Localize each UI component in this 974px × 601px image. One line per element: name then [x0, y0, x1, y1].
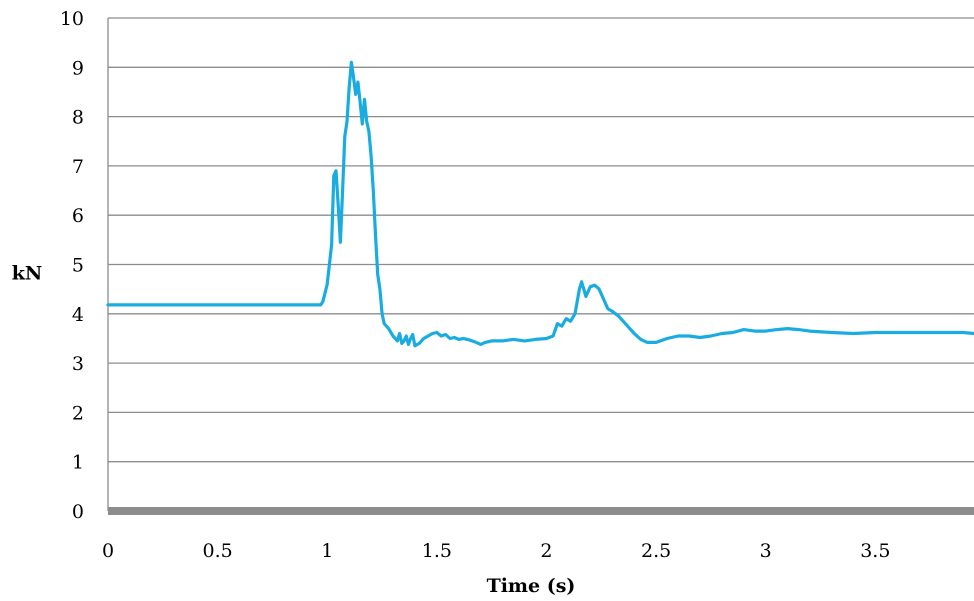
series-line-0	[106, 60, 974, 348]
y-tick-label: 2	[72, 402, 84, 424]
x-axis-ticks: 0 0.5 1 1.5 2 2.5 3 3.5	[102, 540, 890, 562]
y-tick-label: 8	[72, 107, 84, 129]
x-axis-title: Time (s)	[487, 575, 576, 597]
y-tick-label: 10	[60, 8, 84, 30]
x-tick-label: 2.5	[641, 540, 671, 562]
gridlines	[108, 17, 974, 463]
y-tick-label: 4	[72, 304, 84, 326]
x-tick-label: 0.5	[203, 540, 233, 562]
x-tick-label: 3	[760, 540, 772, 562]
y-tick-label: 7	[72, 156, 84, 178]
y-tick-label: 3	[72, 353, 84, 375]
y-tick-label: 5	[72, 255, 84, 277]
y-tick-label: 6	[72, 205, 84, 227]
y-axis-ticks: 0 1 2 3 4 5 6 7 8 9 10	[60, 8, 84, 523]
x-tick-label: 1.5	[422, 540, 452, 562]
x-tick-label: 3.5	[860, 540, 890, 562]
x-tick-label: 1	[321, 540, 333, 562]
y-tick-label: 0	[72, 501, 84, 523]
y-tick-label: 9	[72, 57, 84, 79]
y-tick-label: 1	[72, 452, 84, 474]
x-tick-label: 0	[102, 540, 114, 562]
y-axis-title: kN	[12, 263, 43, 285]
series-layer	[106, 60, 974, 348]
x-tick-label: 2	[540, 540, 552, 562]
